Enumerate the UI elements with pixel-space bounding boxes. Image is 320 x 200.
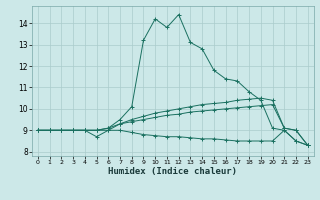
- X-axis label: Humidex (Indice chaleur): Humidex (Indice chaleur): [108, 167, 237, 176]
